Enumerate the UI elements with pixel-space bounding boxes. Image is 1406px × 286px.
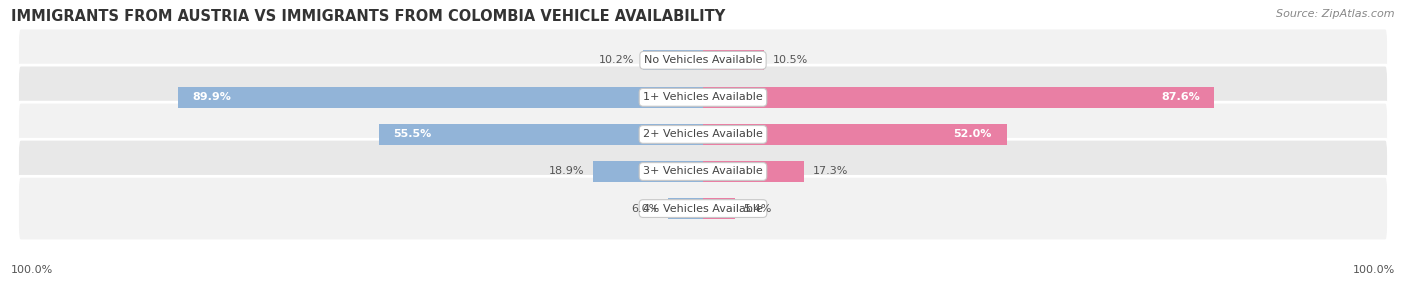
Bar [703, 198, 734, 219]
FancyBboxPatch shape [17, 28, 1389, 93]
Text: 1+ Vehicles Available: 1+ Vehicles Available [643, 92, 763, 102]
Bar [644, 50, 703, 70]
Bar [179, 87, 703, 108]
Text: 87.6%: 87.6% [1161, 92, 1199, 102]
Bar [703, 124, 1007, 145]
Text: 6.0%: 6.0% [631, 204, 659, 214]
Text: 18.9%: 18.9% [548, 166, 583, 176]
Text: No Vehicles Available: No Vehicles Available [644, 55, 762, 65]
FancyBboxPatch shape [17, 102, 1389, 167]
Text: 100.0%: 100.0% [1353, 265, 1395, 275]
Text: IMMIGRANTS FROM AUSTRIA VS IMMIGRANTS FROM COLOMBIA VEHICLE AVAILABILITY: IMMIGRANTS FROM AUSTRIA VS IMMIGRANTS FR… [11, 9, 725, 23]
Text: 55.5%: 55.5% [394, 130, 432, 139]
Text: 100.0%: 100.0% [11, 265, 53, 275]
Text: 89.9%: 89.9% [193, 92, 232, 102]
Bar [380, 124, 703, 145]
Text: 17.3%: 17.3% [813, 166, 848, 176]
FancyBboxPatch shape [17, 176, 1389, 241]
Bar [703, 161, 804, 182]
Bar [593, 161, 703, 182]
Text: 4+ Vehicles Available: 4+ Vehicles Available [643, 204, 763, 214]
Text: 10.2%: 10.2% [599, 55, 634, 65]
Text: 2+ Vehicles Available: 2+ Vehicles Available [643, 130, 763, 139]
Text: 10.5%: 10.5% [773, 55, 808, 65]
Text: 5.4%: 5.4% [744, 204, 772, 214]
Text: 52.0%: 52.0% [953, 130, 993, 139]
FancyBboxPatch shape [17, 139, 1389, 204]
Text: 3+ Vehicles Available: 3+ Vehicles Available [643, 166, 763, 176]
Bar [703, 50, 765, 70]
Bar [703, 87, 1215, 108]
Text: Source: ZipAtlas.com: Source: ZipAtlas.com [1277, 9, 1395, 19]
FancyBboxPatch shape [17, 65, 1389, 130]
Bar [668, 198, 703, 219]
